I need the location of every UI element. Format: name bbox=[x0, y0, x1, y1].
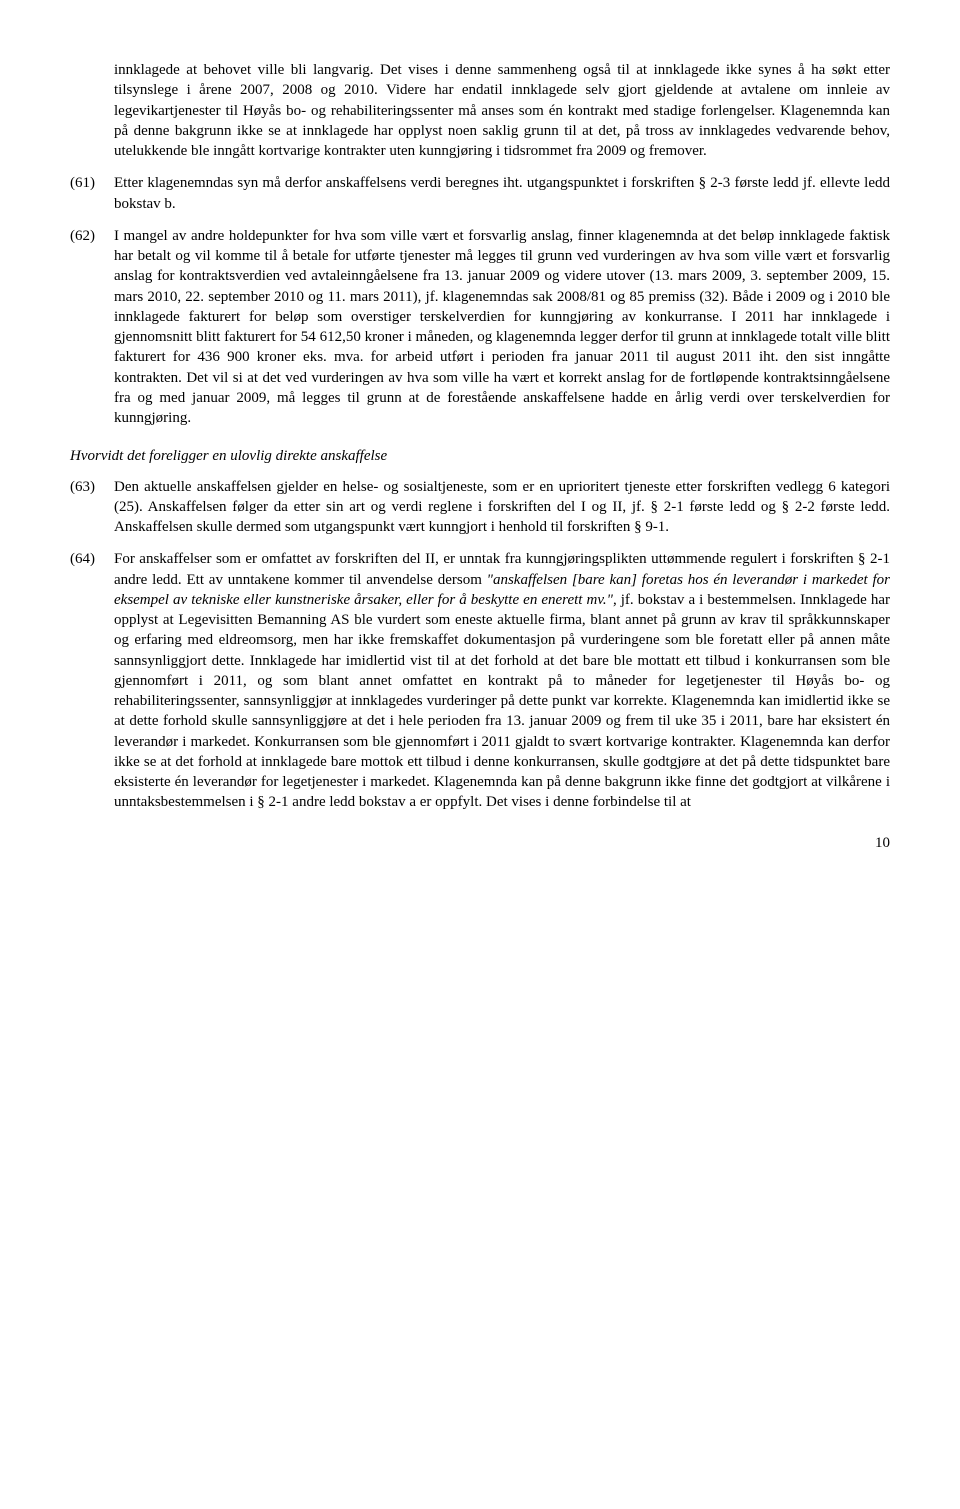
paragraph-62: (62) I mangel av andre holdepunkter for … bbox=[70, 226, 890, 429]
paragraph-64: (64) For anskaffelser som er omfattet av… bbox=[70, 549, 890, 812]
paragraph-text: Den aktuelle anskaffelsen gjelder en hel… bbox=[114, 479, 890, 536]
page-number-value: 10 bbox=[875, 835, 890, 851]
paragraph-number: (64) bbox=[70, 549, 110, 569]
paragraph-text: I mangel av andre holdepunkter for hva s… bbox=[114, 228, 890, 426]
paragraph-number: (62) bbox=[70, 226, 110, 246]
paragraph-text-b: , jf. bokstav a i bestemmelsen. Innklage… bbox=[114, 592, 890, 811]
page-number: 10 bbox=[70, 833, 890, 853]
paragraph-63: (63) Den aktuelle anskaffelsen gjelder e… bbox=[70, 477, 890, 538]
subheading-text: Hvorvidt det foreligger en ulovlig direk… bbox=[70, 448, 387, 464]
paragraph-61: (61) Etter klagenemndas syn må derfor an… bbox=[70, 173, 890, 214]
paragraph-continuation: innklagede at behovet ville bli langvari… bbox=[70, 60, 890, 161]
paragraph-text: innklagede at behovet ville bli langvari… bbox=[114, 62, 890, 159]
paragraph-number: (63) bbox=[70, 477, 110, 497]
paragraph-number: (61) bbox=[70, 173, 110, 193]
subheading: Hvorvidt det foreligger en ulovlig direk… bbox=[70, 446, 890, 466]
paragraph-text: Etter klagenemndas syn må derfor anskaff… bbox=[114, 175, 890, 211]
